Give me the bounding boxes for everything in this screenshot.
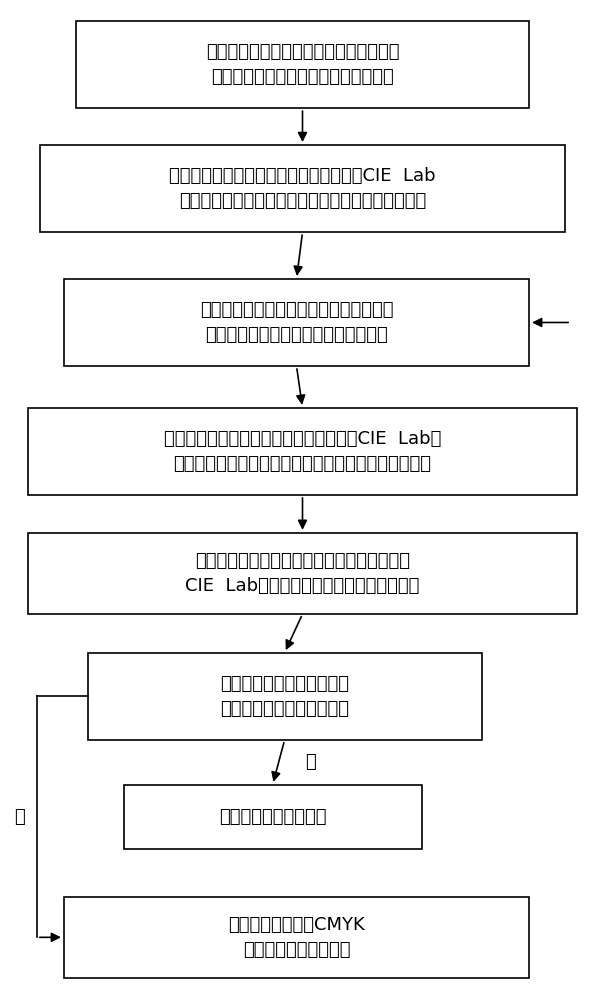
Text: 将颜色标准文件与生产印张颜色文件对齐，按
CIE  Lab色差公式计算版面区域的颜色差值: 将颜色标准文件与生产印张颜色文件对齐，按 CIE Lab色差公式计算版面区域的颜… — [185, 552, 420, 595]
Text: 将生产印刷样张的光谱强度数值组转换为CIE  Lab颜
色空间中的坐标值，记录为数字化的生产印张颜色文件: 将生产印刷样张的光谱强度数值组转换为CIE Lab颜 色空间中的坐标值，记录为数… — [164, 430, 441, 473]
Bar — [28, 408, 577, 495]
Text: 提示生产印刷样张合格: 提示生产印刷样张合格 — [219, 808, 327, 826]
Text: 将颜色标准样品的光谱强度数值组转换为CIE  Lab
颜色空间中的坐标值，记录为数字化的颜色标准文件: 将颜色标准样品的光谱强度数值组转换为CIE Lab 颜色空间中的坐标值，记录为数… — [169, 167, 436, 210]
Text: 获取生产印刷样张的整版面中各个像素点
在可见光波长范围内的光谱强度数值组: 获取生产印刷样张的整版面中各个像素点 在可见光波长范围内的光谱强度数值组 — [200, 301, 393, 344]
Text: 获取颜色标准样品的整版面中各个像素点
在可见光波长范围内的光谱强度数值组: 获取颜色标准样品的整版面中各个像素点 在可见光波长范围内的光谱强度数值组 — [206, 43, 399, 86]
Bar — [64, 279, 529, 366]
Bar — [123, 785, 422, 849]
Text: 否: 否 — [306, 753, 316, 771]
Bar — [88, 653, 482, 740]
Bar — [28, 533, 577, 614]
Bar — [64, 897, 529, 978]
Bar — [40, 145, 565, 232]
Text: 计算出版面区域的CMYK
校正曲线进行图像调色: 计算出版面区域的CMYK 校正曲线进行图像调色 — [228, 916, 365, 959]
Text: 是: 是 — [15, 808, 25, 826]
Text: 判断版面区域的颜色差值是
否大于可接受的最大色差值: 判断版面区域的颜色差值是 否大于可接受的最大色差值 — [220, 675, 349, 718]
Bar — [76, 21, 529, 108]
